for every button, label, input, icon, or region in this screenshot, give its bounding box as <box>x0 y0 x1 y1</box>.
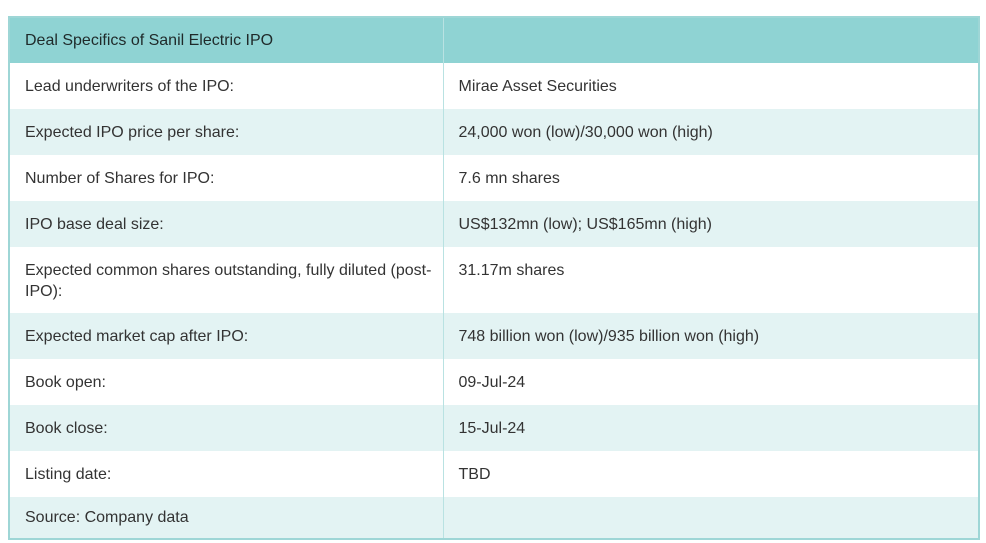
row-value: Mirae Asset Securities <box>458 77 617 95</box>
row-label: Number of Shares for IPO: <box>9 155 444 201</box>
row-label: Listing date: <box>9 451 444 497</box>
table-row: Expected IPO price per share: 24,000 won… <box>9 109 979 155</box>
deal-specifics-table-container: Deal Specifics of Sanil Electric IPO Lea… <box>8 16 980 540</box>
row-value: 31.17m shares <box>458 262 565 279</box>
table-row: IPO base deal size: US$132mn (low); US$1… <box>9 201 979 247</box>
row-label: Lead underwriters of the IPO: <box>9 63 444 109</box>
deal-specifics-table: Deal Specifics of Sanil Electric IPO Lea… <box>8 16 980 540</box>
source-note: Source: Company data <box>9 497 444 539</box>
row-value: 7.6 mn shares <box>458 169 560 187</box>
row-label: Expected IPO price per share: <box>9 109 444 155</box>
table-row: Number of Shares for IPO: 7.6 mn shares <box>9 155 979 201</box>
source-empty <box>443 497 979 539</box>
table-header-row: Deal Specifics of Sanil Electric IPO <box>9 17 979 63</box>
row-label: Book open: <box>9 359 444 405</box>
row-value: TBD <box>458 465 491 483</box>
table-row: Book open: 09-Jul-24 <box>9 359 979 405</box>
table-row: Lead underwriters of the IPO: Mirae Asse… <box>9 63 979 109</box>
table-row: Expected common shares outstanding, full… <box>9 247 979 313</box>
table-row: Book close: 15-Jul-24 <box>9 405 979 451</box>
row-label: Expected market cap after IPO: <box>9 313 444 359</box>
row-value: 24,000 won (low)/30,000 won (high) <box>458 123 713 141</box>
table-row: Expected market cap after IPO: 748 billi… <box>9 313 979 359</box>
table-title: Deal Specifics of Sanil Electric IPO <box>9 17 444 63</box>
source-row: Source: Company data <box>9 497 979 539</box>
table-header-empty <box>443 17 979 63</box>
row-value: 748 billion won (low)/935 billion won (h… <box>458 327 760 345</box>
row-label: Expected common shares outstanding, full… <box>9 247 444 313</box>
row-label: Book close: <box>9 405 444 451</box>
row-label: IPO base deal size: <box>9 201 444 247</box>
table-row: Listing date: TBD <box>9 451 979 497</box>
row-value: US$132mn (low); US$165mn (high) <box>458 215 712 233</box>
row-value: 09-Jul-24 <box>458 373 526 391</box>
row-value: 15-Jul-24 <box>458 419 526 437</box>
